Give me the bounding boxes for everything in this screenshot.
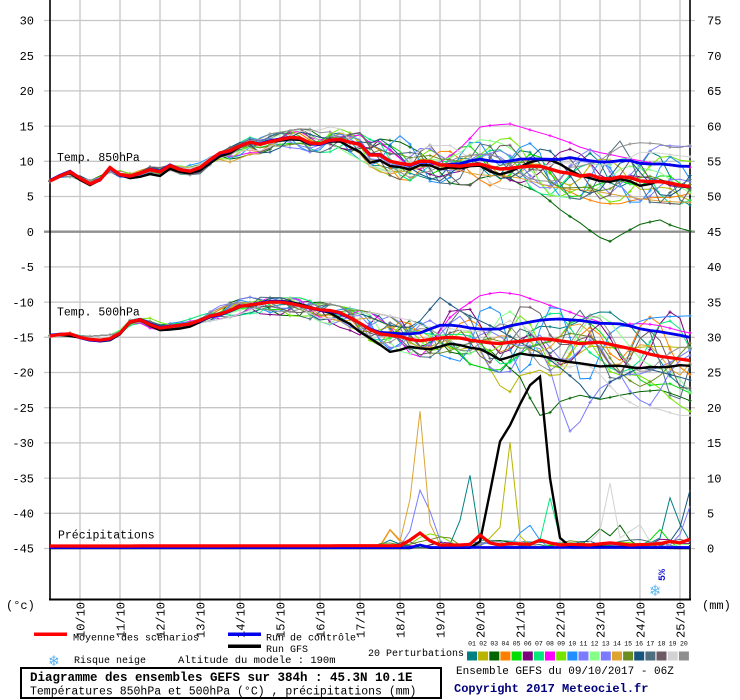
svg-text:-25: -25 (12, 402, 34, 416)
svg-text:Copyright 2017 Meteociel.fr: Copyright 2017 Meteociel.fr (454, 682, 648, 696)
svg-text:-35: -35 (12, 472, 34, 486)
svg-text:5: 5 (707, 508, 714, 522)
svg-text:-15: -15 (12, 332, 34, 346)
svg-text:-30: -30 (12, 437, 34, 451)
svg-text:09: 09 (557, 641, 565, 648)
svg-text:35: 35 (707, 296, 721, 310)
svg-text:02: 02 (479, 641, 487, 648)
svg-text:16: 16 (635, 641, 643, 648)
svg-text:08: 08 (546, 641, 554, 648)
svg-text:23/10: 23/10 (595, 602, 609, 638)
svg-text:Altitude du modele : 190m: Altitude du modele : 190m (178, 655, 336, 667)
svg-text:11: 11 (580, 641, 588, 648)
svg-text:05: 05 (513, 641, 521, 648)
svg-text:10: 10 (568, 641, 576, 648)
svg-text:❄: ❄ (650, 583, 661, 602)
svg-text:40: 40 (707, 261, 721, 275)
svg-text:70: 70 (707, 50, 721, 64)
svg-text:Températures 850hPa et 500hPa: Températures 850hPa et 500hPa (°C) , pré… (30, 686, 416, 699)
svg-text:12/10: 12/10 (155, 602, 169, 638)
svg-text:Run GFS: Run GFS (266, 645, 308, 656)
svg-text:15: 15 (624, 641, 632, 648)
svg-text:18/10: 18/10 (395, 602, 409, 638)
svg-text:-40: -40 (12, 508, 34, 522)
svg-text:-5: -5 (20, 261, 34, 275)
svg-text:24/10: 24/10 (635, 602, 649, 638)
svg-text:Temp. 850hPa: Temp. 850hPa (57, 152, 140, 165)
svg-text:14: 14 (613, 641, 621, 648)
svg-text:07: 07 (535, 641, 543, 648)
svg-text:-10: -10 (12, 296, 34, 310)
svg-text:14/10: 14/10 (235, 602, 249, 638)
svg-text:13/10: 13/10 (195, 602, 209, 638)
svg-text:20: 20 (680, 641, 688, 648)
svg-text:20: 20 (20, 85, 34, 99)
svg-text:65: 65 (707, 85, 721, 99)
svg-text:Risque neige: Risque neige (74, 655, 146, 667)
svg-text:0: 0 (27, 226, 34, 240)
svg-text:04: 04 (501, 641, 509, 648)
svg-text:30: 30 (20, 15, 34, 29)
svg-text:17/10: 17/10 (355, 602, 369, 638)
svg-text:60: 60 (707, 120, 721, 134)
svg-text:5%: 5% (658, 569, 669, 581)
svg-text:0: 0 (707, 543, 714, 557)
svg-text:Temp. 500hPa: Temp. 500hPa (57, 307, 140, 320)
svg-text:50: 50 (707, 191, 721, 205)
svg-text:15: 15 (20, 120, 34, 134)
svg-text:20 Perturbations: 20 Perturbations (368, 648, 464, 660)
svg-text:10: 10 (20, 156, 34, 170)
svg-text:12: 12 (591, 641, 599, 648)
svg-text:75: 75 (707, 15, 721, 29)
svg-text:❄: ❄ (49, 653, 59, 671)
svg-text:03: 03 (490, 641, 498, 648)
svg-text:(°c): (°c) (6, 599, 35, 613)
svg-text:-45: -45 (12, 543, 34, 557)
svg-text:5: 5 (27, 191, 34, 205)
svg-text:10: 10 (707, 472, 721, 486)
svg-text:22/10: 22/10 (555, 602, 569, 638)
svg-text:Ensemble GEFS du 09/10/2017 -: Ensemble GEFS du 09/10/2017 - 06Z (456, 666, 674, 678)
svg-text:30: 30 (707, 332, 721, 346)
svg-text:13: 13 (602, 641, 610, 648)
svg-text:Moyenne des scénarios: Moyenne des scénarios (73, 633, 199, 645)
svg-text:20: 20 (707, 402, 721, 416)
svg-text:55: 55 (707, 156, 721, 170)
svg-text:Run de contrôle: Run de contrôle (266, 633, 356, 645)
svg-text:19/10: 19/10 (435, 602, 449, 638)
svg-text:15/10: 15/10 (275, 602, 289, 638)
svg-text:15: 15 (707, 437, 721, 451)
svg-text:(mm): (mm) (702, 599, 731, 613)
svg-text:25: 25 (20, 50, 34, 64)
svg-text:19: 19 (669, 641, 677, 648)
svg-text:25: 25 (707, 367, 721, 381)
svg-text:21/10: 21/10 (515, 602, 529, 638)
svg-text:16/10: 16/10 (315, 602, 329, 638)
svg-text:45: 45 (707, 226, 721, 240)
svg-text:01: 01 (468, 641, 476, 648)
svg-text:06: 06 (524, 641, 532, 648)
svg-text:20/10: 20/10 (475, 602, 489, 638)
svg-text:25/10: 25/10 (675, 602, 689, 638)
svg-text:18: 18 (658, 641, 666, 648)
svg-text:10/10: 10/10 (75, 602, 89, 638)
svg-text:Diagramme des ensembles GEFS s: Diagramme des ensembles GEFS sur 384h : … (30, 671, 413, 685)
svg-text:17: 17 (646, 641, 654, 648)
svg-text:11/10: 11/10 (115, 602, 129, 638)
svg-text:-20: -20 (12, 367, 34, 381)
svg-text:Précipitations: Précipitations (58, 530, 155, 543)
